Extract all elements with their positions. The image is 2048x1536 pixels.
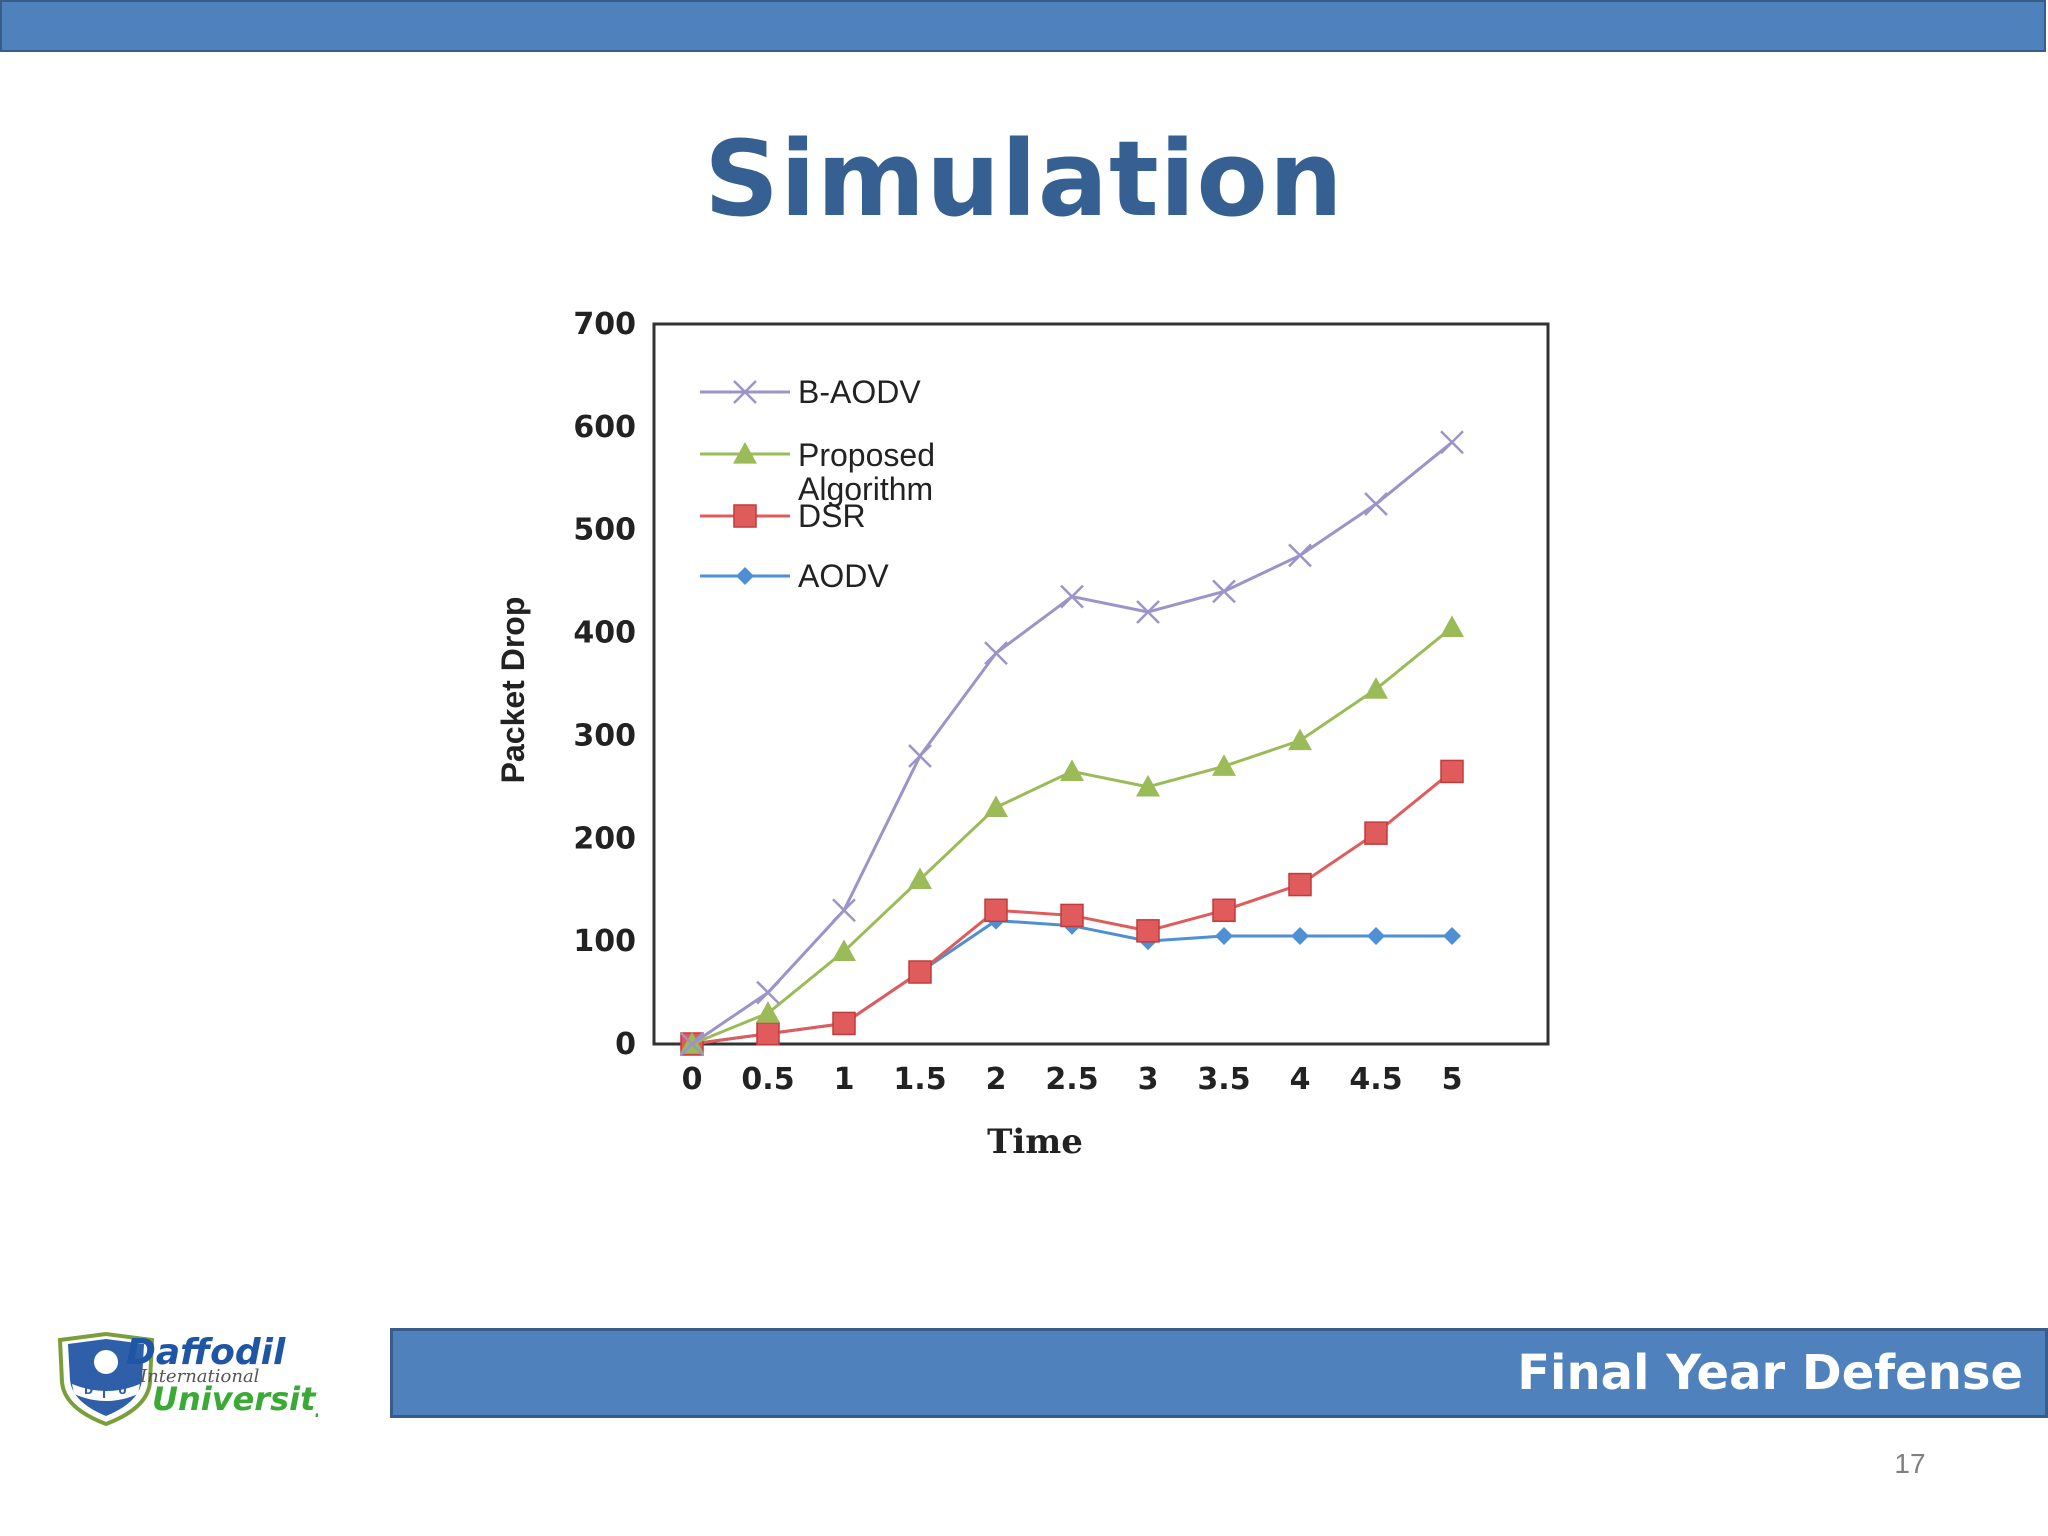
data-point (1440, 430, 1464, 455)
x-tick-label: 2 (986, 1062, 1007, 1097)
data-point (1288, 728, 1312, 751)
y-tick-label: 600 (573, 410, 636, 445)
data-point (1060, 584, 1084, 609)
data-point (1060, 903, 1084, 928)
legend-label: Algorithm (798, 471, 933, 507)
packet-drop-line-chart: 0 100 200 300 400 500 600 700 0 0.5 1 1.5 2 2.5 3 3.5 4 4… (495, 307, 1550, 1162)
data-point (908, 960, 932, 984)
data-point (756, 1001, 780, 1023)
legend-label: AODV (798, 558, 889, 594)
data-point (984, 795, 1008, 818)
data-point (984, 898, 1008, 923)
logo-word-3: University (152, 1380, 318, 1418)
slide-title: Simulation (704, 118, 1344, 240)
x-tick-label: 0.5 (741, 1062, 794, 1097)
data-point (832, 939, 856, 962)
data-point (1136, 774, 1160, 797)
legend-label: B-AODV (798, 374, 921, 410)
x-tick-label: 3 (1138, 1062, 1159, 1097)
footer-banner-bar: Final Year Defense (390, 1328, 2048, 1418)
data-point (1440, 615, 1464, 638)
y-tick-label: 300 (573, 718, 636, 753)
data-point (756, 1021, 780, 1046)
x-tick-label: 0 (682, 1062, 703, 1097)
y-axis-title: Packet Drop (495, 597, 531, 784)
data-point (908, 867, 932, 890)
x-tick-label: 2.5 (1045, 1062, 1098, 1097)
data-point (1291, 927, 1309, 945)
data-point (1212, 579, 1236, 604)
y-tick-label: 700 (573, 307, 636, 342)
legend-marker (733, 504, 757, 528)
y-tick-label: 500 (573, 513, 636, 548)
data-point (1136, 919, 1160, 943)
legend-marker (733, 442, 757, 464)
data-point (1288, 872, 1312, 897)
data-point (1060, 759, 1084, 782)
data-point (908, 744, 932, 768)
y-tick-label: 400 (573, 616, 636, 651)
data-point (1136, 600, 1160, 624)
plot-frame (652, 322, 1550, 1046)
data-point (1212, 754, 1236, 776)
svg-text:I: I (102, 1388, 106, 1401)
svg-text:U: U (118, 1384, 127, 1397)
top-banner-bar (0, 0, 2046, 52)
logo-word-1: Daffodil (126, 1332, 286, 1373)
data-point (984, 641, 1008, 666)
data-point (1443, 927, 1461, 945)
x-tick-label: 3.5 (1197, 1062, 1250, 1097)
page-number: 17 (1894, 1448, 1926, 1479)
y-tick-label: 200 (573, 821, 636, 856)
data-point (1212, 898, 1236, 923)
logo-word-2: International (139, 1366, 260, 1387)
legend-label: Proposed (798, 437, 935, 473)
legend-marker (733, 380, 757, 404)
legend-marker (736, 567, 754, 585)
svg-text:D: D (84, 1384, 93, 1397)
x-tick-label: 1 (834, 1062, 855, 1097)
data-point (1364, 492, 1388, 516)
data-point (1288, 543, 1312, 568)
data-point (832, 898, 856, 923)
y-tick-label: 0 (615, 1027, 636, 1062)
footer-text: Final Year Defense (1517, 1345, 2023, 1401)
shield-icon: D I U (57, 1331, 155, 1427)
data-point (756, 980, 780, 1005)
legend-label: DSR (798, 498, 866, 534)
data-point (1367, 927, 1385, 945)
x-tick-label: 1.5 (893, 1062, 946, 1097)
x-tick-label: 4.5 (1349, 1062, 1402, 1097)
data-point (832, 1011, 856, 1036)
x-tick-label: 4 (1290, 1062, 1311, 1097)
daffodil-university-logo: D I U Daffodil International University (57, 1331, 318, 1427)
data-point (1440, 759, 1464, 784)
data-point (1364, 821, 1388, 845)
x-axis-title: Time (987, 1122, 1083, 1162)
y-tick-label: 100 (573, 924, 636, 959)
data-point (680, 1032, 704, 1056)
x-tick-label: 5 (1442, 1062, 1463, 1097)
data-point (1364, 677, 1388, 699)
data-point (1215, 927, 1233, 945)
